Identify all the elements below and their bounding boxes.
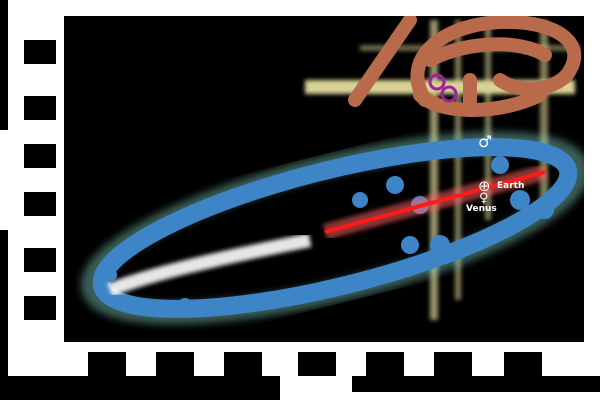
x-axis-margin xyxy=(352,376,600,392)
y-tick-gap xyxy=(24,296,56,320)
x-tick-gap xyxy=(504,352,542,376)
earth-icon: ⊕ xyxy=(478,177,491,195)
venus-icon: ♀ xyxy=(479,191,489,206)
mars-icon: ♂ xyxy=(478,132,493,151)
x-tick-gap xyxy=(88,352,126,376)
orbit-ellipse xyxy=(80,131,584,325)
spiral-shape xyxy=(348,16,582,117)
x-tick-gap xyxy=(224,352,262,376)
x-axis-margin xyxy=(0,376,280,400)
x-tick-gap xyxy=(366,352,404,376)
y-tick-gap xyxy=(24,248,56,272)
y-tick-gap xyxy=(24,144,56,168)
x-tick-gap xyxy=(156,352,194,376)
earth-label: Earth xyxy=(497,181,525,191)
x-tick-gap xyxy=(434,352,472,376)
y-axis-margin xyxy=(0,230,8,400)
y-tick-gap xyxy=(24,96,56,120)
y-axis-margin xyxy=(0,0,8,130)
trajectory-line xyxy=(322,164,548,240)
conjunction-icon xyxy=(428,73,458,103)
y-tick-gap xyxy=(24,40,56,64)
x-tick-gap xyxy=(298,352,336,376)
venus-label: Venus xyxy=(466,204,497,214)
y-tick-gap xyxy=(24,192,56,216)
